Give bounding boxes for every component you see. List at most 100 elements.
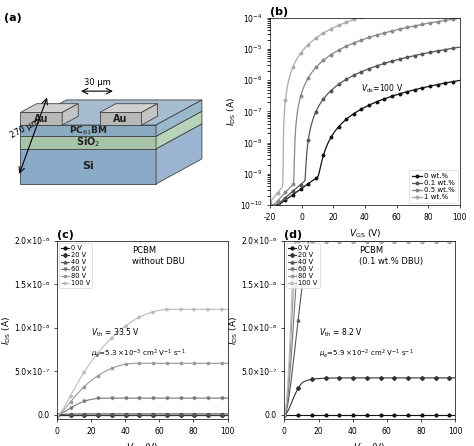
100 V — [292, 238, 298, 244]
80 V — [372, 238, 378, 244]
Text: PCBM
without DBU: PCBM without DBU — [132, 246, 185, 265]
Line: 20 V: 20 V — [283, 376, 456, 416]
Line: 40 V: 40 V — [55, 413, 229, 416]
Y-axis label: $I_{\mathrm{DS}}$ (A): $I_{\mathrm{DS}}$ (A) — [228, 315, 240, 345]
Y-axis label: $I_{\mathrm{DS}}$ (A): $I_{\mathrm{DS}}$ (A) — [0, 315, 13, 345]
60 V — [282, 412, 287, 417]
40 V — [122, 411, 128, 417]
80 V — [350, 238, 356, 244]
20 V — [452, 375, 458, 380]
Polygon shape — [20, 111, 202, 136]
20 V — [225, 412, 230, 417]
100 V — [172, 307, 178, 312]
40 V — [350, 238, 356, 244]
100 V — [452, 238, 458, 244]
Legend: 0 V, 20 V, 40 V, 60 V, 80 V, 100 V: 0 V, 20 V, 40 V, 60 V, 80 V, 100 V — [59, 243, 92, 288]
1 wt.% — [427, 0, 433, 4]
40 V — [424, 238, 429, 244]
Legend: 0 V, 20 V, 40 V, 60 V, 80 V, 100 V: 0 V, 20 V, 40 V, 60 V, 80 V, 100 V — [286, 243, 319, 288]
X-axis label: $V_{\mathrm{DS}}$ (V): $V_{\mathrm{DS}}$ (V) — [354, 442, 386, 446]
60 V — [401, 238, 406, 244]
40 V — [452, 238, 458, 244]
Text: Si: Si — [82, 161, 94, 171]
80 V — [452, 238, 458, 244]
Legend: 0 wt.%, 0.1 wt.%, 0.5 wt.%, 1 wt.%: 0 wt.%, 0.1 wt.%, 0.5 wt.%, 1 wt.% — [409, 170, 458, 203]
80 V — [339, 238, 345, 244]
0 wt.% — [427, 83, 433, 89]
X-axis label: $V_{\mathrm{GS}}$ (V): $V_{\mathrm{GS}}$ (V) — [349, 227, 381, 240]
0.5 wt.% — [268, 202, 273, 208]
0 V — [378, 412, 383, 417]
0.5 wt.% — [439, 18, 445, 24]
Line: 60 V: 60 V — [283, 240, 456, 416]
0.5 wt.% — [380, 31, 386, 36]
Text: SiO$_2$: SiO$_2$ — [76, 136, 100, 149]
Line: 100 V: 100 V — [283, 240, 456, 416]
60 V — [150, 396, 156, 401]
40 V — [54, 412, 60, 417]
Text: $V_{\mathrm{th}}$ = 33.5 V: $V_{\mathrm{th}}$ = 33.5 V — [91, 326, 140, 339]
Polygon shape — [156, 124, 202, 184]
0.5 wt.% — [267, 202, 273, 208]
Polygon shape — [156, 100, 202, 136]
Polygon shape — [20, 136, 156, 149]
80 V — [54, 412, 60, 417]
100 V — [225, 307, 230, 312]
40 V — [282, 412, 287, 417]
0 wt.% — [439, 81, 445, 87]
Line: 60 V: 60 V — [55, 397, 229, 416]
Y-axis label: $I_{\mathrm{DS}}$ (A): $I_{\mathrm{DS}}$ (A) — [226, 97, 238, 126]
Line: 0 V: 0 V — [283, 413, 456, 416]
100 V — [110, 334, 116, 339]
100 V — [339, 238, 345, 244]
80 V — [172, 361, 178, 366]
100 V — [350, 238, 356, 244]
80 V — [110, 365, 116, 371]
1 wt.% — [439, 0, 445, 3]
80 V — [150, 361, 156, 366]
100 V — [143, 311, 149, 317]
40 V — [143, 411, 149, 417]
80 V — [225, 361, 230, 366]
X-axis label: $V_{\mathrm{DS}}$ (V): $V_{\mathrm{DS}}$ (V) — [126, 442, 158, 446]
100 V — [54, 412, 60, 417]
60 V — [296, 238, 302, 244]
Text: (a): (a) — [4, 13, 21, 23]
Polygon shape — [62, 104, 78, 125]
1 wt.% — [380, 8, 386, 14]
20 V — [422, 375, 428, 380]
Text: Au: Au — [113, 114, 128, 124]
100 V — [282, 412, 287, 417]
60 V — [110, 396, 116, 401]
Polygon shape — [100, 112, 141, 125]
0 V — [337, 412, 343, 417]
0 V — [282, 412, 287, 417]
60 V — [122, 396, 128, 401]
Line: 20 V: 20 V — [55, 413, 229, 416]
60 V — [350, 238, 356, 244]
0.1 wt.% — [457, 45, 463, 50]
80 V — [401, 238, 406, 244]
0 V — [422, 412, 428, 417]
0 wt.% — [380, 97, 385, 102]
0 V — [172, 412, 178, 417]
20 V — [378, 375, 383, 380]
0.1 wt.% — [380, 62, 385, 67]
0.5 wt.% — [427, 20, 433, 25]
Text: $V_{\mathrm{th}}$ = 8.2 V: $V_{\mathrm{th}}$ = 8.2 V — [319, 326, 362, 339]
Text: 270 μm: 270 μm — [9, 117, 41, 140]
Text: PCBM
(0.1 wt.% DBU): PCBM (0.1 wt.% DBU) — [359, 246, 424, 265]
40 V — [150, 411, 156, 417]
40 V — [372, 238, 378, 244]
0.5 wt.% — [383, 30, 389, 35]
0.1 wt.% — [383, 60, 389, 66]
Line: 0.1 wt.%: 0.1 wt.% — [269, 46, 461, 206]
Line: 1 wt.%: 1 wt.% — [269, 0, 461, 203]
60 V — [143, 396, 149, 401]
0 V — [143, 412, 149, 417]
40 V — [110, 411, 116, 417]
Line: 80 V: 80 V — [283, 240, 456, 416]
Text: (b): (b) — [270, 7, 288, 17]
0.1 wt.% — [267, 202, 273, 208]
40 V — [195, 411, 201, 417]
